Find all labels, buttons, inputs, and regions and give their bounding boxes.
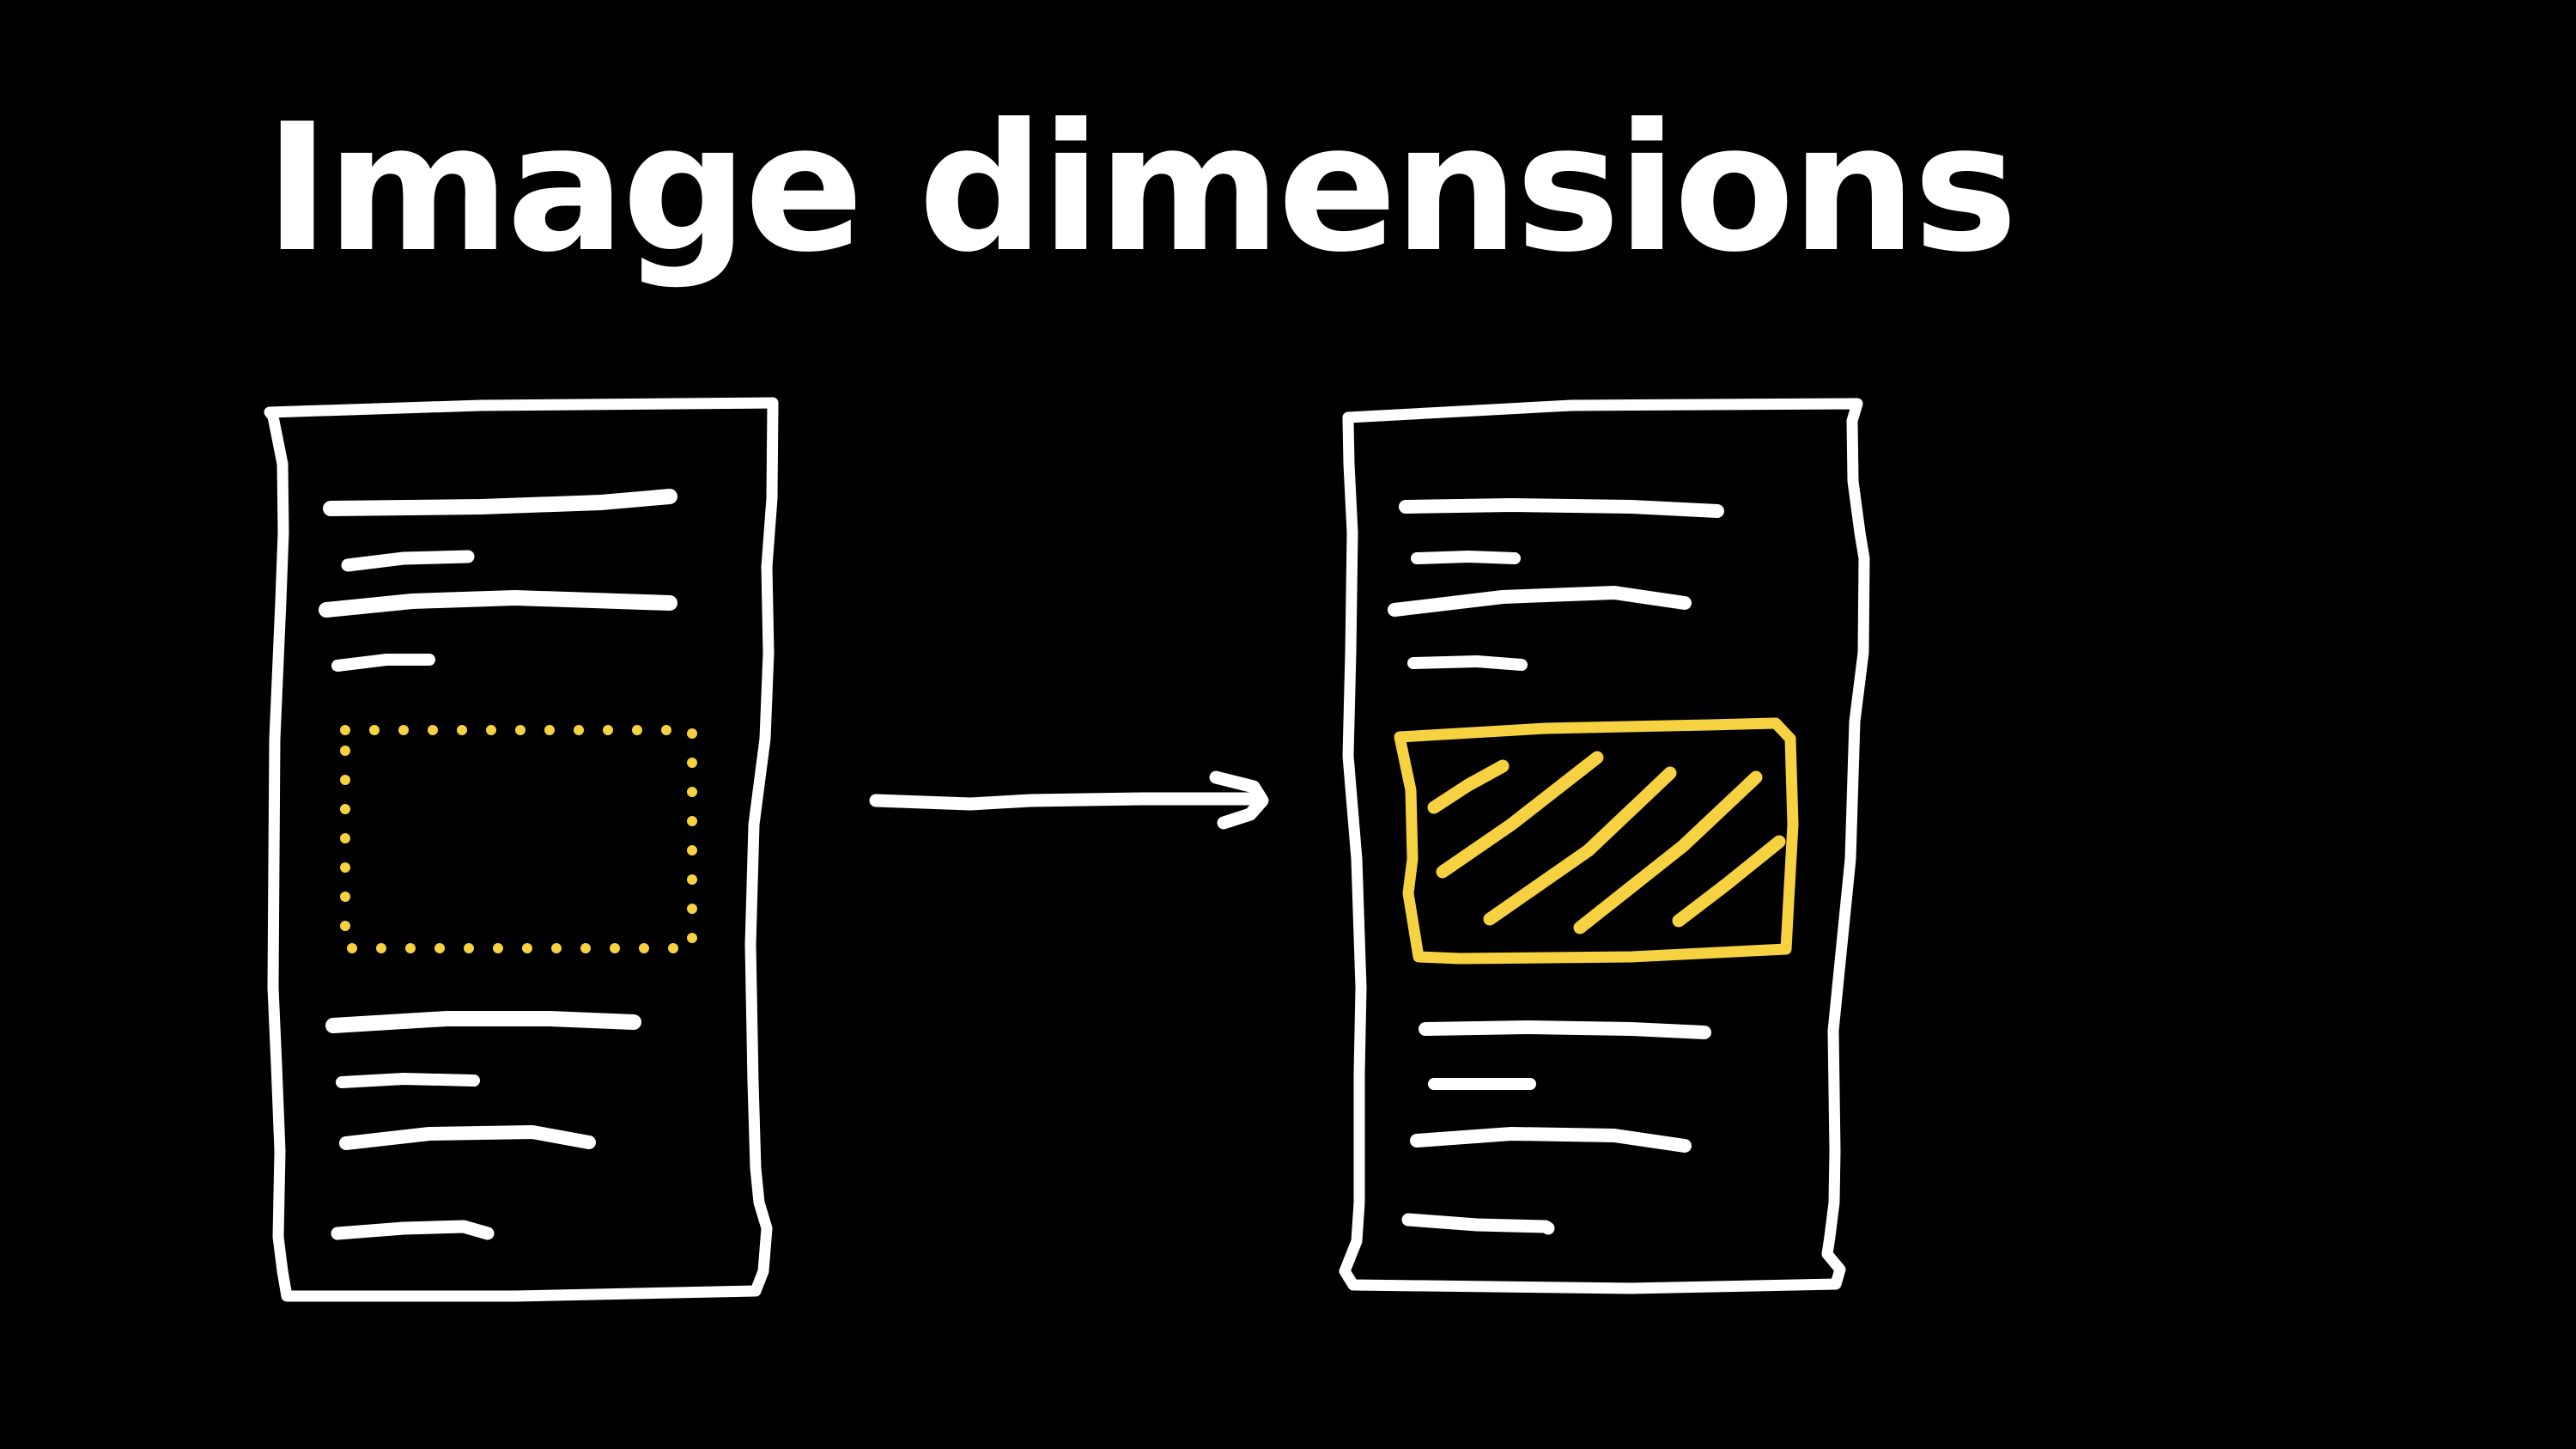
text-line [331, 654, 435, 672]
text-lines-bottom [1401, 1020, 1711, 1235]
image-placeholder [340, 725, 697, 953]
text-line [1407, 655, 1528, 671]
hatch-stroke [1483, 766, 1677, 926]
text-line [325, 1011, 641, 1033]
hatch-stroke [1427, 759, 1510, 814]
arrow-head [1209, 770, 1269, 830]
page-before-outline [264, 397, 779, 1302]
text-line [341, 550, 475, 572]
text-line [319, 590, 677, 618]
text-line [1388, 586, 1692, 617]
text-line [336, 1073, 480, 1088]
page-before [264, 397, 779, 1302]
text-line [1401, 1213, 1555, 1235]
text-line [1411, 551, 1521, 564]
text-line [323, 489, 677, 516]
text-lines-top [1388, 498, 1724, 671]
slide-title: Image dimensions [264, 87, 2018, 291]
text-line [339, 1125, 596, 1150]
text-line [1419, 1020, 1711, 1039]
hatch-stroke [1573, 770, 1763, 935]
text-line [1410, 1127, 1692, 1153]
dotted-image-placeholder [340, 725, 697, 953]
text-line [1399, 498, 1724, 518]
text-lines-bottom [325, 1011, 641, 1240]
text-line [331, 1220, 495, 1240]
page-after-outline [1339, 398, 1870, 1294]
right-arrow-icon [869, 770, 1269, 830]
hatch-stroke [1672, 835, 1786, 928]
filled-image-box [1394, 717, 1799, 965]
hatch-stroke [1436, 751, 1604, 879]
image-box [1394, 717, 1799, 965]
hatch-marks [1427, 751, 1786, 935]
arrow-shaft [869, 792, 1261, 811]
text-lines-top [319, 489, 677, 672]
page-after [1339, 398, 1870, 1294]
